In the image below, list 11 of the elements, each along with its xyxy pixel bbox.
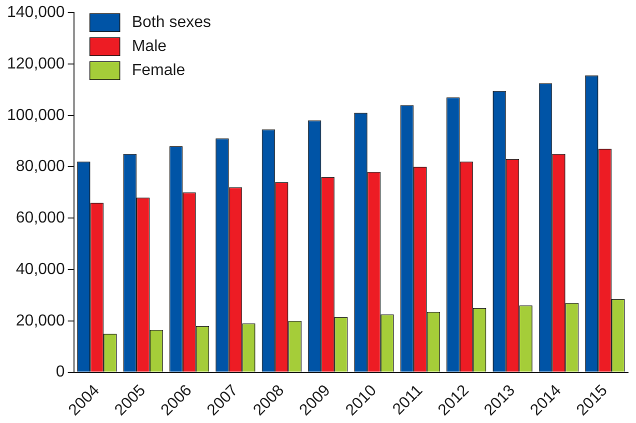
y-tick-label: 100,000 <box>6 106 65 124</box>
y-tick-label: 40,000 <box>16 260 65 278</box>
y-tick-label: 20,000 <box>16 312 65 330</box>
legend-label: Female <box>132 62 186 80</box>
legend-label: Both sexes <box>132 14 211 32</box>
legend-label: Male <box>132 38 167 56</box>
y-tick-label: 80,000 <box>16 158 65 176</box>
y-tick-label: 0 <box>56 364 65 381</box>
y-tick-label: 140,000 <box>6 4 65 22</box>
y-tick-label: 60,000 <box>16 210 65 227</box>
y-tick-label: 120,000 <box>6 55 65 72</box>
